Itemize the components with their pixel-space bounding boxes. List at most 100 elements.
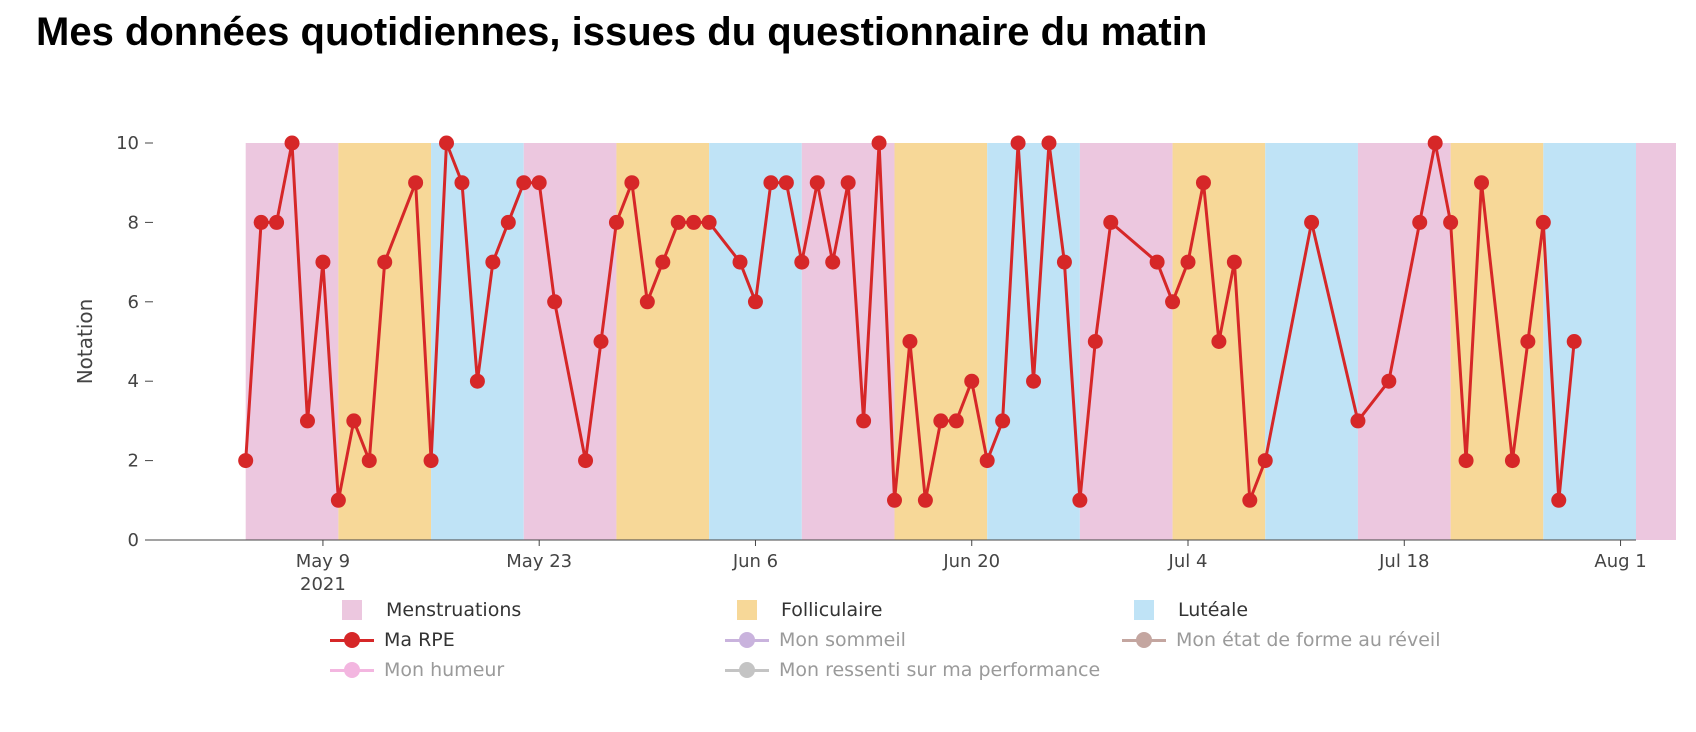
- legend-label: Ma RPE: [384, 629, 455, 651]
- data-point: [516, 175, 532, 191]
- x-tick-year-label: 2021: [300, 574, 346, 590]
- legend-label: Lutéale: [1178, 599, 1249, 621]
- data-point: [1443, 214, 1459, 230]
- data-point: [1180, 254, 1196, 270]
- data-point: [1010, 135, 1026, 151]
- legend-line-swatch: [330, 660, 374, 680]
- data-point: [1566, 334, 1582, 349]
- data-point: [500, 214, 516, 230]
- y-tick-label: 10: [116, 133, 139, 154]
- legend-item-luteale[interactable]: Lutéale: [1122, 595, 1248, 625]
- phase-band-lutale: [1265, 143, 1358, 540]
- data-point: [840, 175, 856, 191]
- legend-item-mon-etat-de-forme-au-reveil[interactable]: Mon état de forme au réveil: [1122, 625, 1441, 655]
- phase-band-menstruations: [245, 143, 339, 540]
- legend-item-folliculaire[interactable]: Folliculaire: [725, 595, 883, 625]
- data-point: [1087, 334, 1103, 349]
- data-point: [1056, 254, 1072, 270]
- x-tick-label: Jul 4: [1168, 551, 1208, 572]
- legend-line-swatch: [725, 630, 769, 650]
- data-point: [1195, 175, 1211, 191]
- data-point: [655, 254, 671, 270]
- data-point: [917, 492, 933, 508]
- data-point: [1242, 492, 1258, 508]
- data-point: [1520, 334, 1536, 349]
- data-point: [485, 254, 501, 270]
- x-tick-label: May 23: [506, 551, 572, 572]
- data-point: [1350, 413, 1366, 429]
- data-point: [1427, 135, 1443, 151]
- data-point: [1504, 453, 1520, 469]
- legend-item-menstruations[interactable]: Menstruations: [330, 595, 521, 625]
- data-point: [1165, 294, 1181, 310]
- data-point: [1458, 453, 1474, 469]
- data-point: [1026, 373, 1042, 389]
- legend-line-swatch: [330, 630, 374, 650]
- data-point: [578, 453, 594, 469]
- data-point: [361, 453, 377, 469]
- data-point: [979, 453, 995, 469]
- data-point: [1103, 214, 1119, 230]
- legend-item-mon-sommeil[interactable]: Mon sommeil: [725, 625, 906, 655]
- data-point: [423, 453, 439, 469]
- y-tick-label: 8: [128, 212, 139, 233]
- legend: Menstruations Folliculaire Lutéale Ma RPE Mo…: [0, 590, 1696, 710]
- data-point: [238, 453, 254, 469]
- data-point: [686, 214, 702, 230]
- legend-line-swatch: [725, 660, 769, 680]
- data-point: [330, 492, 346, 508]
- data-point: [794, 254, 810, 270]
- x-tick-label: Jul 18: [1378, 551, 1429, 572]
- data-point: [1211, 334, 1227, 349]
- data-point: [871, 135, 887, 151]
- data-point: [439, 135, 455, 151]
- data-point: [639, 294, 655, 310]
- y-axis-label: Notation: [73, 299, 97, 385]
- data-point: [593, 334, 609, 349]
- data-point: [408, 175, 424, 191]
- data-point: [1551, 492, 1567, 508]
- axes: 0 2 4 6 8 10 May 9 2021 May 23 Jun 6 Jun 20 Jul 4 Ju…: [73, 133, 1647, 590]
- data-point: [454, 175, 470, 191]
- legend-swatch: [737, 600, 757, 620]
- phase-band-folliculaire: [616, 143, 710, 540]
- legend-line-swatch: [1122, 630, 1166, 650]
- phase-band-menstruations: [801, 143, 895, 540]
- legend-label: Mon état de forme au réveil: [1176, 629, 1441, 651]
- data-point: [732, 254, 748, 270]
- legend-item-ma-rpe[interactable]: Ma RPE: [330, 625, 455, 655]
- x-tick-label: Aug 1: [1594, 551, 1646, 572]
- phase-bands: [245, 143, 1676, 540]
- data-point: [948, 413, 964, 429]
- legend-item-mon-humeur[interactable]: Mon humeur: [330, 655, 504, 685]
- legend-label: Mon humeur: [384, 659, 505, 681]
- page-title: Mes données quotidiennes, issues du ques…: [36, 10, 1208, 54]
- data-point: [269, 214, 285, 230]
- data-point: [933, 413, 949, 429]
- data-point: [902, 334, 918, 349]
- legend-swatch: [1134, 600, 1154, 620]
- y-tick-label: 4: [128, 371, 139, 392]
- data-point: [299, 413, 315, 429]
- data-point: [1226, 254, 1242, 270]
- data-point: [763, 175, 779, 191]
- data-point: [1304, 214, 1320, 230]
- data-point: [1381, 373, 1397, 389]
- y-tick-label: 0: [128, 530, 139, 551]
- phase-band-lutale: [709, 143, 802, 540]
- data-point: [1257, 453, 1273, 469]
- data-point: [624, 175, 640, 191]
- legend-label: Mon sommeil: [779, 629, 906, 651]
- legend-label: Folliculaire: [781, 599, 883, 621]
- data-point: [964, 373, 980, 389]
- data-point: [825, 254, 841, 270]
- data-point: [1535, 214, 1551, 230]
- legend-label: Mon ressenti sur ma performance: [779, 659, 1101, 681]
- x-tick-label: Jun 20: [942, 551, 1000, 572]
- series-ma-rpe: [238, 135, 1582, 508]
- data-point: [995, 413, 1011, 429]
- data-point: [1412, 214, 1428, 230]
- data-point: [346, 413, 362, 429]
- legend-item-mon-ressenti-sur-ma-performance[interactable]: Mon ressenti sur ma performance: [725, 655, 1100, 685]
- data-point: [1474, 175, 1490, 191]
